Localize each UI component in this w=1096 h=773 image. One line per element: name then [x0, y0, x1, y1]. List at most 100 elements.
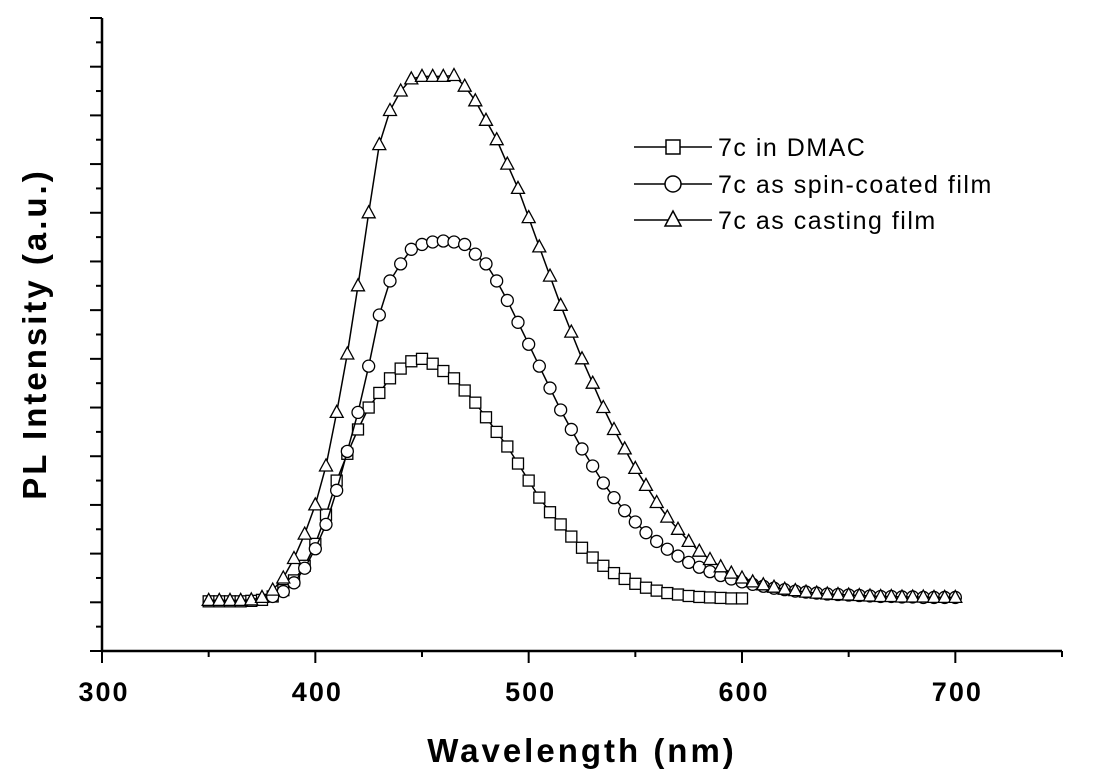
data-point-square [395, 363, 406, 374]
data-point-circle [352, 406, 364, 418]
legend-item-casting: 7c as casting film [634, 207, 937, 235]
data-point-square [673, 589, 684, 600]
data-point-square [481, 412, 492, 423]
data-point-circle [480, 258, 492, 270]
series-line [209, 359, 742, 602]
data-point-circle [608, 492, 620, 504]
data-point-triangle [650, 496, 663, 508]
x-tick-label: 400 [292, 677, 343, 707]
data-point-square [385, 373, 396, 384]
x-tick-label: 500 [505, 677, 556, 707]
data-point-triangle [448, 69, 461, 81]
data-point-circle [640, 527, 652, 539]
data-point-circle [501, 294, 513, 306]
data-point-triangle [554, 298, 567, 310]
y-axis-title: PL Intensity (a.u.) [16, 168, 53, 499]
data-point-circle [277, 586, 289, 598]
data-point-circle [320, 518, 332, 530]
data-point-triangle [586, 376, 599, 388]
data-point-circle [555, 404, 567, 416]
data-point-square [427, 358, 438, 369]
data-point-triangle [608, 423, 621, 435]
data-point-square [449, 373, 460, 384]
data-point-triangle [480, 113, 493, 125]
data-point-square [438, 366, 449, 377]
data-point-circle [459, 238, 471, 250]
data-point-circle [619, 505, 631, 517]
data-point-square [523, 475, 534, 486]
x-axis-ticks: 300400500600700 [78, 651, 1062, 707]
data-point-triangle [533, 240, 546, 252]
legend-item-spin-coated: 7c as spin-coated film [634, 171, 993, 199]
data-point-square [491, 426, 502, 437]
data-point-circle [469, 248, 481, 260]
data-point-circle [384, 275, 396, 287]
data-point-triangle [512, 181, 525, 193]
data-point-square [619, 573, 630, 584]
data-point-triangle [618, 442, 631, 454]
legend-label-spin-coated: 7c as spin-coated film [718, 171, 993, 199]
data-point-circle [523, 338, 535, 350]
data-point-square [502, 441, 513, 452]
data-point-circle [651, 535, 663, 547]
data-point-circle [512, 316, 524, 328]
data-point-triangle [330, 405, 343, 417]
plot-frame [102, 18, 1062, 651]
x-tick-label: 700 [932, 677, 983, 707]
legend: 7c in DMAC 7c as spin-coated film 7c as … [634, 134, 993, 235]
data-point-square [417, 353, 428, 364]
legend-marker-circle [665, 176, 681, 192]
data-point-square [534, 492, 545, 503]
data-point-triangle [298, 527, 311, 539]
data-point-circle [629, 516, 641, 528]
x-tick-label: 600 [718, 677, 769, 707]
data-point-triangle [544, 269, 557, 281]
data-point-square [555, 519, 566, 530]
data-point-circle [672, 550, 684, 562]
data-point-circle [331, 484, 343, 496]
data-point-circle [576, 443, 588, 455]
data-point-circle [309, 543, 321, 555]
legend-marker-square [666, 140, 680, 154]
x-axis-title: Wavelength (nm) [427, 732, 737, 769]
data-point-circle [448, 236, 460, 248]
data-point-triangle [576, 352, 589, 364]
data-point-square [459, 385, 470, 396]
data-point-triangle [522, 211, 535, 223]
data-point-triangle [277, 571, 290, 583]
data-point-circle [416, 238, 428, 250]
data-point-circle [544, 382, 556, 394]
data-point-square [406, 356, 417, 367]
data-point-square [470, 397, 481, 408]
data-point-square [715, 592, 726, 603]
data-point-triangle [352, 279, 365, 291]
data-point-square [694, 591, 705, 602]
legend-item-dmac: 7c in DMAC [634, 134, 866, 162]
data-point-square [726, 593, 737, 604]
legend-marker-triangle [665, 211, 681, 226]
data-point-triangle [490, 133, 503, 145]
data-point-square [545, 507, 556, 518]
data-point-triangle [501, 157, 514, 169]
data-point-circle [587, 460, 599, 472]
data-point-square [662, 588, 673, 599]
legend-label-dmac: 7c in DMAC [718, 134, 866, 162]
data-point-circle [533, 360, 545, 372]
series-line [273, 241, 956, 597]
data-point-square [737, 593, 748, 604]
data-point-triangle [309, 498, 322, 510]
data-point-circle [491, 275, 503, 287]
data-point-square [513, 458, 524, 469]
data-point-circle [565, 423, 577, 435]
data-point-circle [395, 258, 407, 270]
data-point-square [630, 578, 641, 589]
data-point-square [609, 568, 620, 579]
data-point-circle [363, 360, 375, 372]
data-point-square [374, 387, 385, 398]
data-point-square [598, 560, 609, 571]
data-point-triangle [373, 138, 386, 150]
data-point-square [566, 531, 577, 542]
data-point-triangle [565, 325, 578, 337]
data-point-triangle [714, 560, 727, 572]
